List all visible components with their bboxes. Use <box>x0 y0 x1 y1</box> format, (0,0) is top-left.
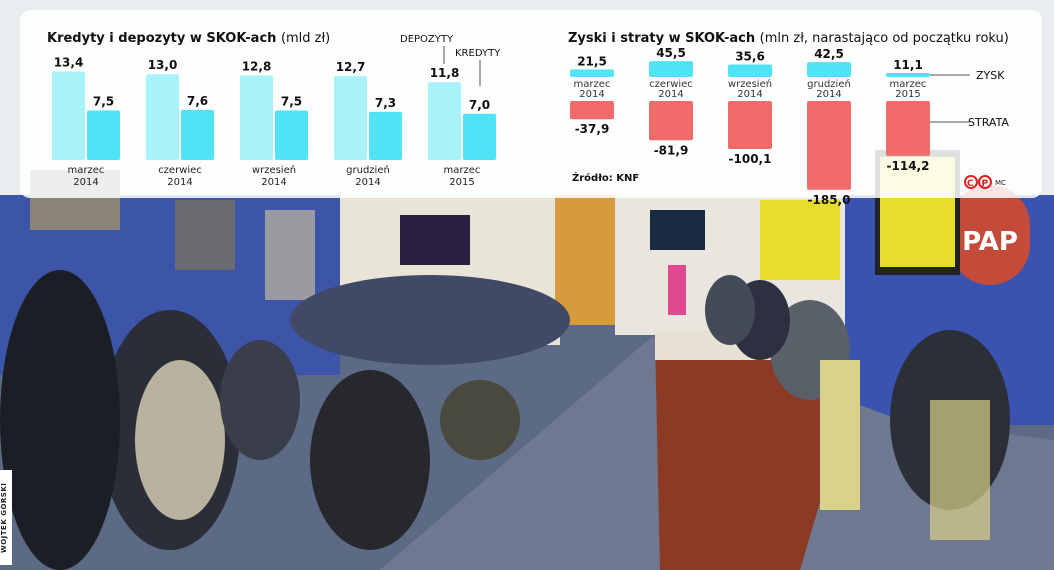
bar-zysk <box>728 64 772 77</box>
value-label: 13,0 <box>148 58 178 72</box>
bar-kredyty <box>181 109 214 160</box>
pap-wall-logo <box>950 185 1030 285</box>
category-label: marzec <box>574 79 611 90</box>
bar-zysk <box>649 61 693 77</box>
bar-zysk <box>807 62 851 77</box>
value-label: 7,5 <box>93 95 114 109</box>
bar-zysk <box>570 69 614 77</box>
value-label: 42,5 <box>814 47 844 61</box>
category-label: 2014 <box>355 177 380 188</box>
category-label: wrzesień <box>728 78 772 90</box>
category-label: 2014 <box>579 89 604 100</box>
bar-depozyty <box>334 76 367 160</box>
bar-depozyty <box>240 75 273 160</box>
source-label: Źródło: KNF <box>572 171 639 184</box>
category-label: marzec <box>890 79 927 90</box>
bar-kredyty <box>87 110 120 160</box>
category-label: 2014 <box>658 89 683 100</box>
category-label: 2014 <box>167 177 192 188</box>
legend-kredyty: KREDYTY <box>455 48 501 59</box>
category-label: 2015 <box>449 177 474 188</box>
value-label: 13,4 <box>54 56 84 70</box>
category-label: 2015 <box>895 89 920 100</box>
value-label: 45,5 <box>656 46 686 60</box>
bar-kredyty <box>369 111 402 160</box>
value-label: -185,0 <box>808 193 851 207</box>
value-label: 12,8 <box>242 60 272 74</box>
bar-strata <box>570 101 614 120</box>
copyright-pap-logo: C P <box>964 175 992 189</box>
category-label: czerwiec <box>158 165 202 176</box>
bar-kredyty <box>463 113 496 160</box>
value-label: 7,6 <box>187 94 208 108</box>
bar-depozyty <box>52 71 85 160</box>
left-chart-title: Kredyty i depozyty w SKOK-ach (mld zł) <box>47 31 330 46</box>
value-label: 11,8 <box>430 66 460 80</box>
category-label: czerwiec <box>649 79 693 90</box>
photo-credit: WOJTEK GÓRSKI <box>0 470 12 565</box>
value-label: 35,6 <box>735 50 765 64</box>
svg-text:C: C <box>967 179 974 189</box>
value-label: 11,1 <box>893 58 923 72</box>
bar-strata <box>728 101 772 150</box>
legend-depozyty: DEPOZYTY <box>400 34 454 45</box>
category-label: 2014 <box>816 89 841 100</box>
right-chart-title: Zyski i straty w SKOK-ach (mln zł, naras… <box>568 31 1009 46</box>
category-label: 2014 <box>73 177 98 188</box>
svg-text:P: P <box>982 179 989 189</box>
legend-zysk: ZYSK <box>976 69 1005 82</box>
value-label: 7,0 <box>469 98 490 112</box>
author-mark: MC <box>995 179 1006 187</box>
category-label: marzec <box>68 165 105 176</box>
category-label: 2014 <box>261 177 286 188</box>
category-label: 2014 <box>737 89 762 100</box>
value-label: -114,2 <box>887 159 930 173</box>
bar-strata <box>649 101 693 141</box>
legend-strata: STRATA <box>968 116 1009 129</box>
bar-strata <box>886 101 930 156</box>
value-label: 21,5 <box>577 54 607 68</box>
value-label: -100,1 <box>729 152 772 166</box>
value-label: 12,7 <box>336 60 366 74</box>
bar-depozyty <box>428 82 461 160</box>
category-label: marzec <box>444 165 481 176</box>
bar-depozyty <box>146 74 179 160</box>
bar-strata <box>807 101 851 190</box>
value-label: 7,3 <box>375 96 396 110</box>
bar-zysk <box>886 73 930 77</box>
pap-wall-logo-text: PAP <box>962 227 1018 257</box>
bar-kredyty <box>275 110 308 160</box>
value-label: -81,9 <box>654 143 689 157</box>
value-label: 7,5 <box>281 95 302 109</box>
category-label: grudzień <box>346 164 390 176</box>
category-label: grudzień <box>807 78 851 90</box>
category-label: wrzesień <box>252 164 296 176</box>
value-label: -37,9 <box>575 122 610 136</box>
